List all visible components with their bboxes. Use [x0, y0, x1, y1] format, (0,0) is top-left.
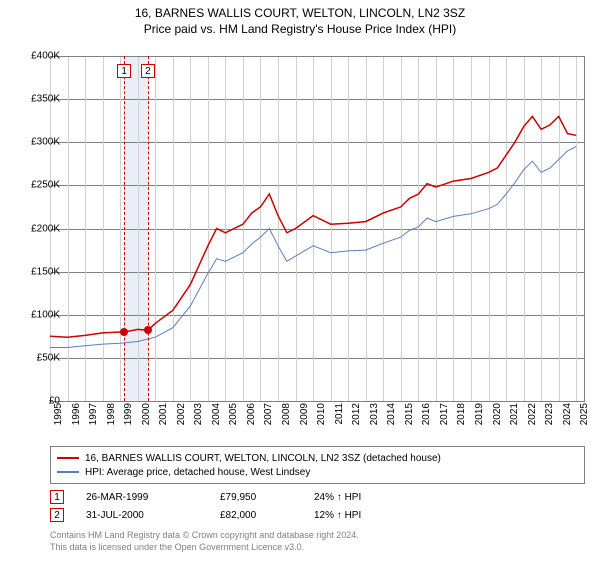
chart-title: 16, BARNES WALLIS COURT, WELTON, LINCOLN… [0, 6, 600, 20]
event-index-box: 2 [50, 508, 64, 522]
y-tick-label: £350K [16, 94, 60, 105]
y-tick-label: £300K [16, 137, 60, 148]
event-dot [120, 328, 128, 336]
x-tick-label: 2013 [369, 403, 380, 433]
x-tick-label: 2023 [544, 403, 555, 433]
x-tick-label: 2019 [474, 403, 485, 433]
legend-label-property: 16, BARNES WALLIS COURT, WELTON, LINCOLN… [85, 453, 441, 464]
legend-swatch-hpi [57, 471, 79, 473]
x-tick-label: 2002 [176, 403, 187, 433]
events-table: 1 26-MAR-1999 £79,950 24% ↑ HPI 2 31-JUL-2000… [50, 488, 585, 524]
y-tick-label: £150K [16, 266, 60, 277]
x-tick-label: 2003 [193, 403, 204, 433]
x-tick-label: 2010 [316, 403, 327, 433]
footer-line1: Contains HM Land Registry data © Crown c… [50, 530, 359, 542]
legend-item-property: 16, BARNES WALLIS COURT, WELTON, LINCOLN… [57, 451, 578, 465]
x-tick-label: 2024 [562, 403, 573, 433]
x-tick-label: 2017 [439, 403, 450, 433]
event-row: 2 31-JUL-2000 £82,000 12% ↑ HPI [50, 506, 585, 524]
footer-line2: This data is licensed under the Open Gov… [50, 542, 359, 554]
event-price: £82,000 [220, 510, 310, 521]
x-tick-label: 2022 [527, 403, 538, 433]
x-tick-label: 2006 [246, 403, 257, 433]
x-tick-label: 2012 [351, 403, 362, 433]
x-tick-label: 2025 [579, 403, 590, 433]
legend-swatch-property [57, 457, 79, 459]
x-tick-label: 2004 [211, 403, 222, 433]
y-tick-label: £50K [16, 352, 60, 363]
x-tick-label: 2021 [509, 403, 520, 433]
event-index-box: 1 [50, 490, 64, 504]
chart-subtitle: Price paid vs. HM Land Registry's House … [0, 22, 600, 36]
y-tick-label: £200K [16, 223, 60, 234]
y-tick-label: £100K [16, 309, 60, 320]
x-tick-label: 2020 [492, 403, 503, 433]
y-tick-label: £250K [16, 180, 60, 191]
event-marker-box: 1 [117, 64, 131, 78]
x-tick-label: 2009 [299, 403, 310, 433]
event-pct: 24% ↑ HPI [314, 492, 384, 503]
event-date: 26-MAR-1999 [86, 492, 216, 503]
series-line-hpi [50, 147, 576, 348]
x-tick-label: 2005 [228, 403, 239, 433]
y-tick-label: £400K [16, 51, 60, 62]
chart-legend: 16, BARNES WALLIS COURT, WELTON, LINCOLN… [50, 446, 585, 484]
x-tick-label: 1999 [123, 403, 134, 433]
chart-container: 16, BARNES WALLIS COURT, WELTON, LINCOLN… [0, 6, 600, 566]
event-row: 1 26-MAR-1999 £79,950 24% ↑ HPI [50, 488, 585, 506]
x-tick-label: 2011 [334, 403, 345, 433]
x-tick-label: 2000 [141, 403, 152, 433]
legend-label-hpi: HPI: Average price, detached house, West… [85, 467, 310, 478]
footer-attribution: Contains HM Land Registry data © Crown c… [50, 530, 359, 553]
chart-lines [50, 56, 585, 401]
x-tick-label: 2008 [281, 403, 292, 433]
x-tick-label: 2001 [158, 403, 169, 433]
event-marker-box: 2 [141, 64, 155, 78]
x-tick-label: 2016 [421, 403, 432, 433]
x-tick-label: 2015 [404, 403, 415, 433]
x-tick-label: 1998 [106, 403, 117, 433]
event-price: £79,950 [220, 492, 310, 503]
x-tick-label: 2014 [386, 403, 397, 433]
event-dot [144, 326, 152, 334]
event-date: 31-JUL-2000 [86, 510, 216, 521]
x-tick-label: 1996 [71, 403, 82, 433]
x-tick-label: 2007 [263, 403, 274, 433]
legend-item-hpi: HPI: Average price, detached house, West… [57, 465, 578, 479]
x-tick-label: 2018 [456, 403, 467, 433]
x-tick-label: 1995 [53, 403, 64, 433]
series-line-property [50, 116, 576, 337]
event-pct: 12% ↑ HPI [314, 510, 384, 521]
x-tick-label: 1997 [88, 403, 99, 433]
